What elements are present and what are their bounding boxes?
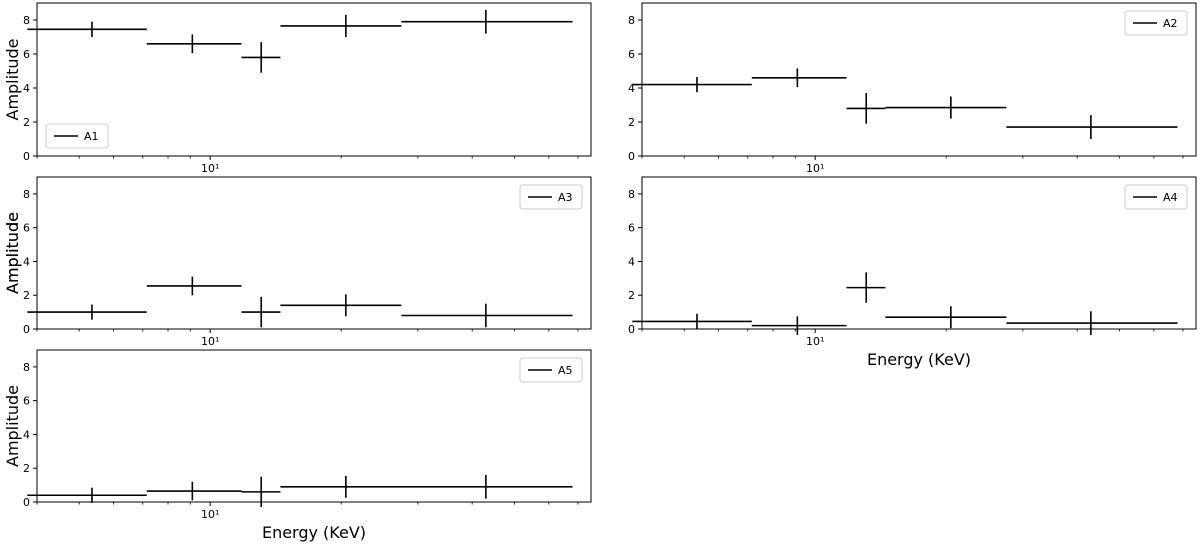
plot-frame — [36, 176, 592, 330]
y-tick-label: 0 — [23, 323, 30, 336]
y-tick-label: 2 — [23, 462, 30, 475]
y-tick-label: 2 — [23, 116, 30, 129]
y-tick-label: 6 — [628, 48, 635, 61]
y-tick-label: 2 — [628, 116, 635, 129]
plot-frame — [36, 2, 592, 157]
plot-frame — [36, 349, 592, 503]
y-tick-label: 4 — [23, 82, 30, 95]
y-tick-label: 8 — [23, 14, 30, 27]
x-tick-label: 10¹ — [201, 508, 219, 521]
chart-panel-5: 0 2 4 6 8 10¹ Amplitude Energy (KeV) A5 — [3, 349, 592, 542]
x-tick-label: 10¹ — [201, 162, 219, 175]
y-tick-label: 6 — [23, 395, 30, 408]
y-tick-label: 6 — [23, 48, 30, 61]
y-tick-label: 0 — [23, 496, 30, 509]
y-axis-label: Amplitude — [3, 385, 22, 467]
legend: A3 — [519, 184, 583, 210]
legend: A2 — [1124, 10, 1188, 36]
x-axis-label: Energy (KeV) — [867, 350, 971, 369]
legend: A5 — [519, 357, 583, 383]
y-tick-label: 8 — [628, 188, 635, 201]
y-tick-label: 8 — [23, 188, 30, 201]
y-tick-label: 6 — [628, 222, 635, 235]
x-tick-label: 10¹ — [201, 335, 219, 348]
chart-panel-2: 0 2 4 6 8 10¹ A2 — [628, 2, 1197, 175]
chart-panel-4: 0 2 4 6 8 10¹ Amplitude Energy (KeV) A4 — [3, 176, 1197, 369]
y-tick-label: 4 — [628, 82, 635, 95]
y-tick-label: 0 — [23, 150, 30, 163]
chart-panel-1: 0 2 4 6 8 10¹ Amplitude A1 — [3, 2, 592, 175]
legend-label: A3 — [558, 191, 573, 204]
y-tick-label: 2 — [23, 289, 30, 302]
x-tick-label: 10¹ — [806, 162, 824, 175]
chart-panel-3: 0 2 4 6 8 10¹ Amplitude A3 — [3, 176, 592, 348]
legend-label: A5 — [558, 364, 573, 377]
y-tick-label: 6 — [23, 222, 30, 235]
legend-label: A4 — [1163, 191, 1178, 204]
legend-label: A1 — [84, 130, 99, 143]
plot-frame — [641, 2, 1197, 157]
y-tick-label: 4 — [23, 255, 30, 268]
legend-label: A2 — [1163, 17, 1178, 30]
legend: A4 — [1124, 184, 1188, 210]
y-tick-label: 8 — [23, 361, 30, 374]
y-tick-label: 0 — [628, 150, 635, 163]
x-axis-label: Energy (KeV) — [262, 523, 366, 542]
y-tick-label: 2 — [628, 289, 635, 302]
y-axis-label: Amplitude — [3, 212, 22, 294]
y-axis-label: Amplitude — [3, 39, 22, 121]
y-tick-label: 8 — [628, 14, 635, 27]
y-tick-label: 0 — [628, 323, 635, 336]
y-tick-label: 4 — [23, 428, 30, 441]
plot-frame — [641, 176, 1197, 330]
y-tick-label: 4 — [628, 255, 635, 268]
legend: A1 — [45, 123, 109, 149]
y-axis-label: Amplitude — [3, 212, 22, 294]
x-tick-label: 10¹ — [806, 335, 824, 348]
